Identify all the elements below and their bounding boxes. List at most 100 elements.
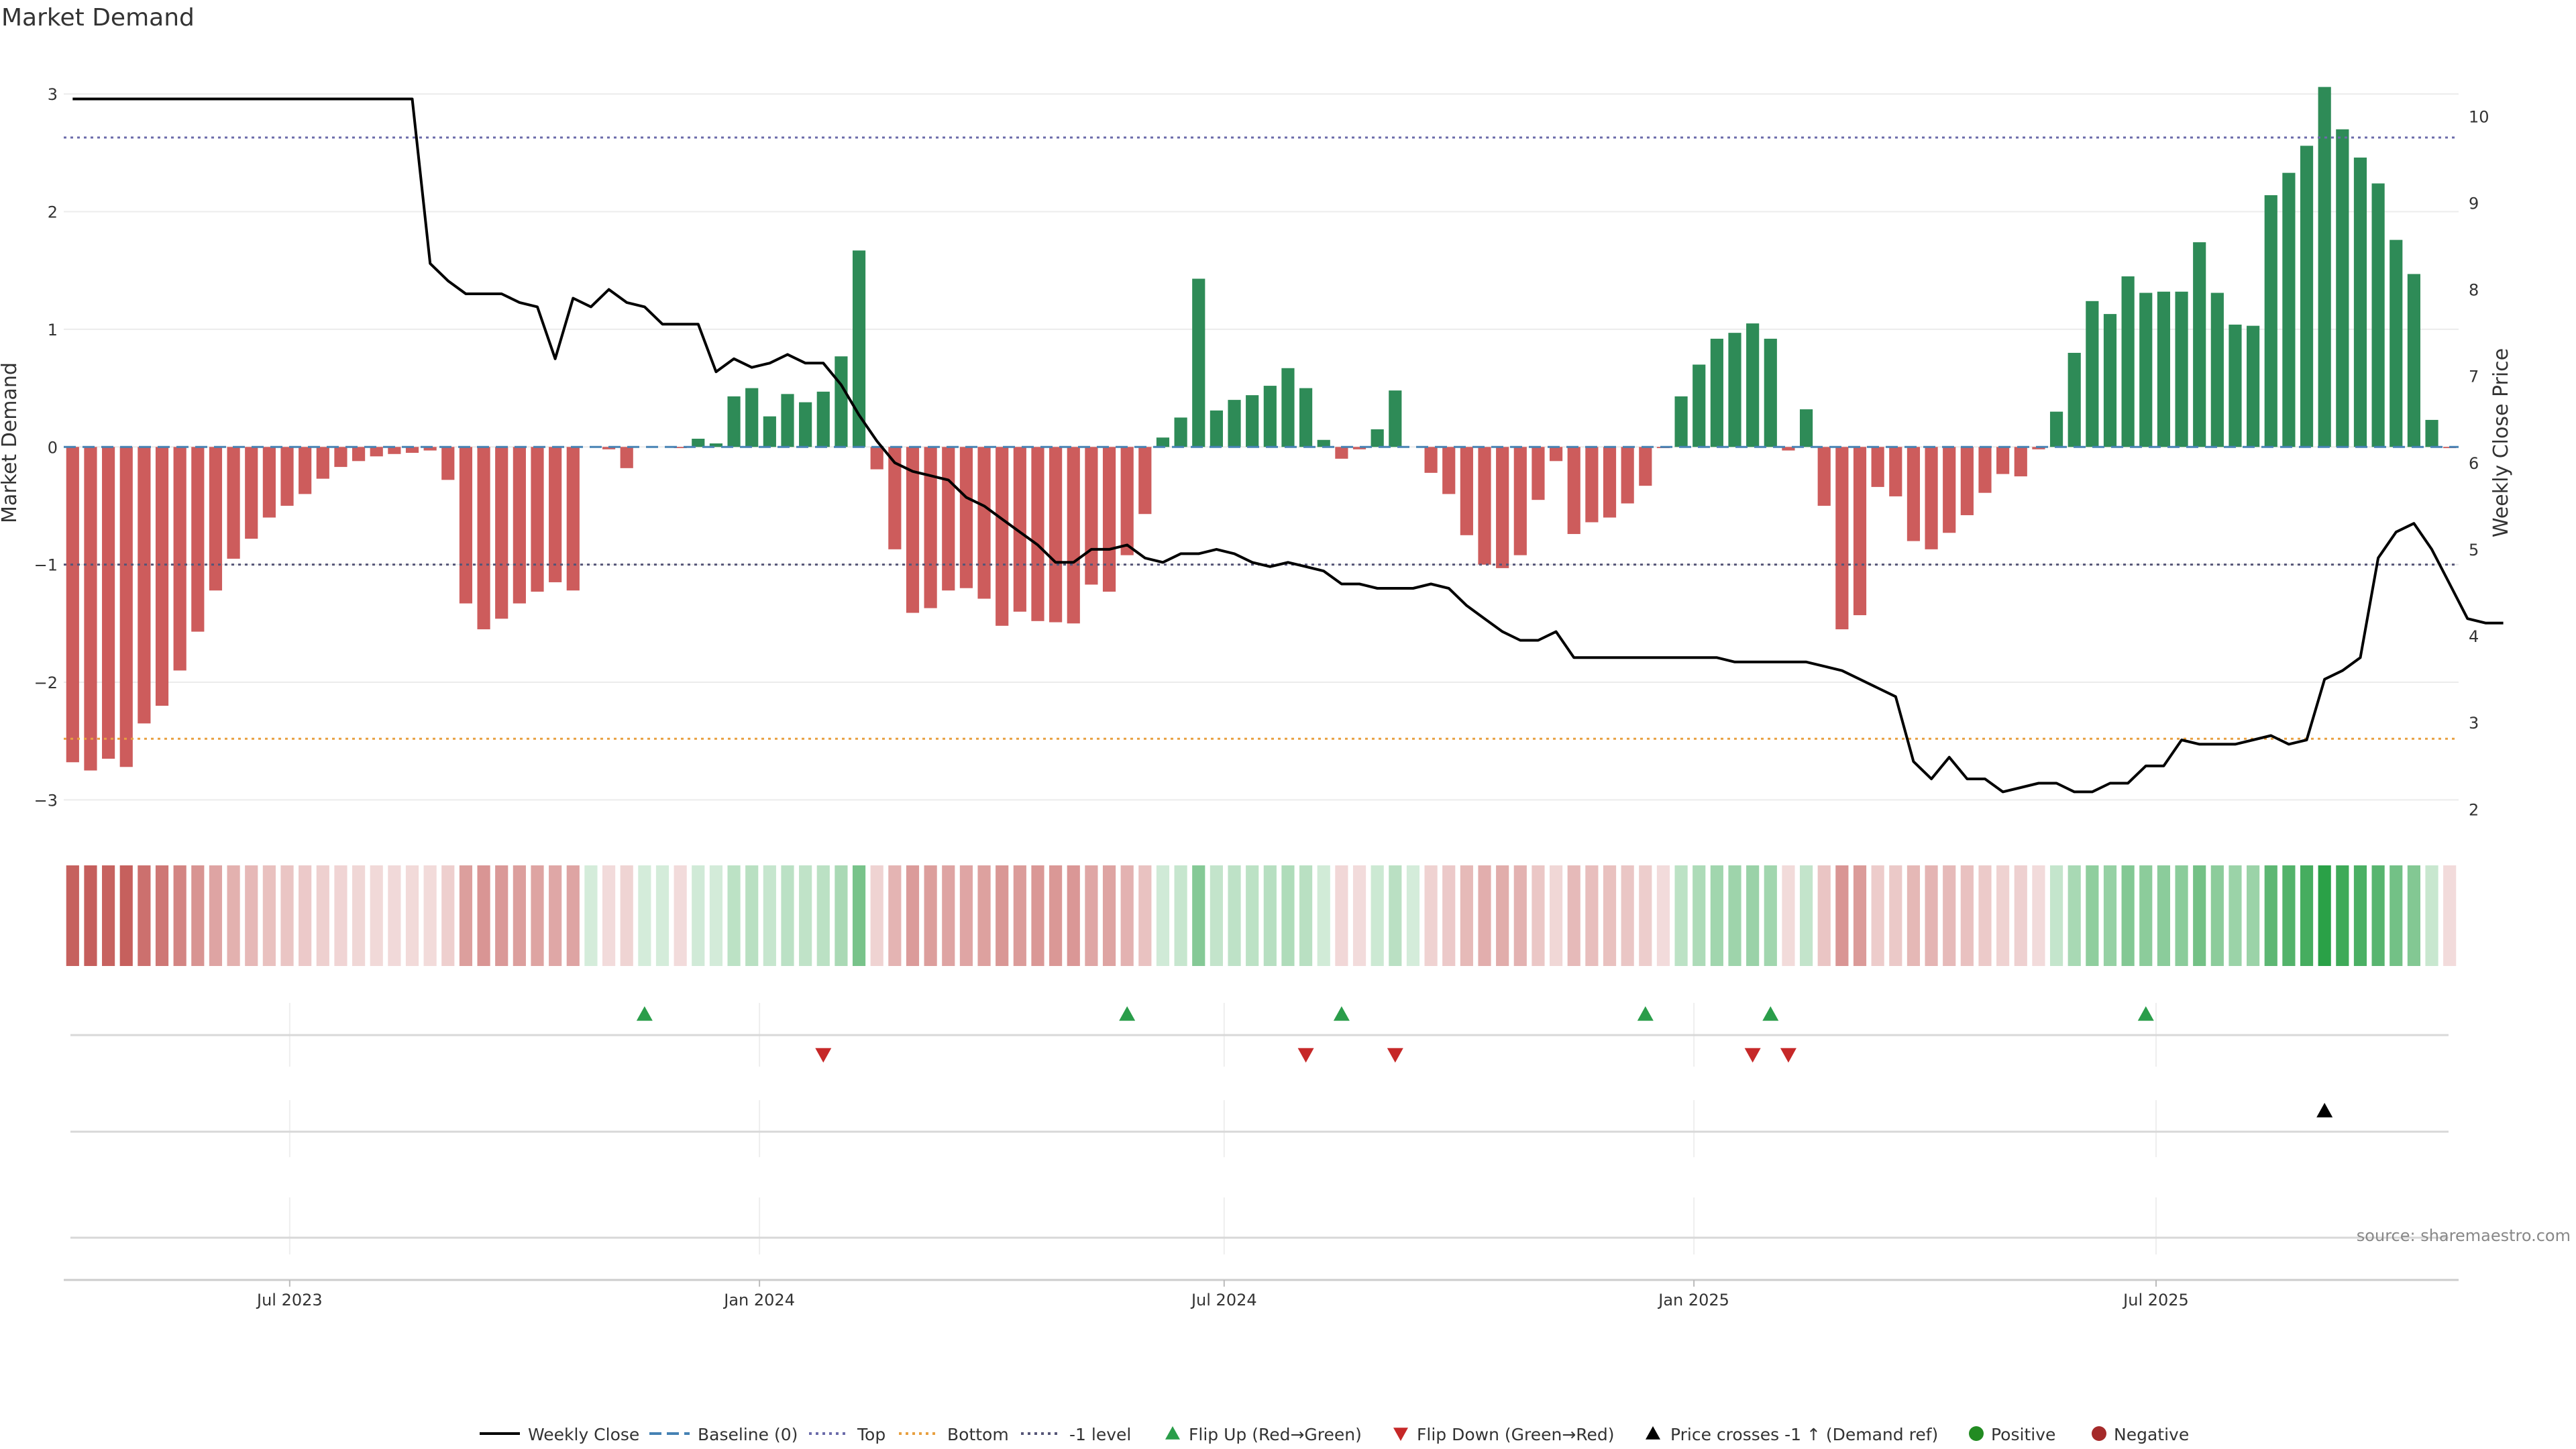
heat-cell <box>959 865 973 966</box>
heat-cell <box>1174 865 1187 966</box>
heat-cell <box>1513 865 1527 966</box>
heat-cell <box>2443 865 2457 966</box>
heat-cell <box>1067 865 1080 966</box>
heat-cell <box>245 865 258 966</box>
demand-bar <box>1389 390 1402 447</box>
demand-bar <box>1674 396 1688 447</box>
heat-cell <box>1031 865 1044 966</box>
heat-cell <box>1853 865 1867 966</box>
heat-cell <box>1102 865 1116 966</box>
demand-bar <box>2264 195 2277 447</box>
heat-cell <box>655 865 669 966</box>
legend-label: Weekly Close <box>528 1425 639 1444</box>
demand-bar <box>2282 172 2296 447</box>
flip-up-marker <box>1637 1006 1654 1021</box>
heat-cell <box>513 865 526 966</box>
demand-bar <box>727 396 741 447</box>
demand-bar <box>549 447 562 582</box>
demand-bar <box>620 447 633 468</box>
heat-cell <box>1746 865 1760 966</box>
y2-tick-label: 4 <box>2469 627 2479 646</box>
flip-down-marker <box>1744 1048 1761 1063</box>
demand-bar <box>1871 447 1884 487</box>
demand-bar <box>299 447 312 494</box>
heat-cell <box>2032 865 2045 966</box>
heat-cell <box>1228 865 1241 966</box>
heat-cell <box>209 865 223 966</box>
demand-bar <box>1496 447 1509 568</box>
demand-bar <box>1031 447 1044 621</box>
heat-cell <box>2121 865 2135 966</box>
x-tick-label: Jul 2023 <box>256 1291 323 1309</box>
heat-cell <box>1978 865 1992 966</box>
heat-cell <box>1460 865 1473 966</box>
heat-cell <box>996 865 1009 966</box>
demand-bar <box>2193 242 2206 447</box>
flip-down-marker <box>1387 1048 1403 1063</box>
demand-bar <box>1799 409 1813 447</box>
demand-bar <box>924 447 937 608</box>
bars-layer <box>66 87 2457 771</box>
demand-bar <box>2425 419 2438 447</box>
heat-cell <box>1299 865 1313 966</box>
x-tick-label: Jan 2024 <box>722 1291 795 1309</box>
y2-tick-label: 10 <box>2469 107 2489 126</box>
demand-bar <box>1817 447 1831 506</box>
x-tick-label: Jan 2025 <box>1657 1291 1729 1309</box>
heat-cell <box>1424 865 1438 966</box>
flip-up-marker <box>636 1006 653 1021</box>
flip-down-marker <box>1297 1048 1314 1063</box>
legend-label: Flip Down (Green→Red) <box>1417 1425 1615 1444</box>
heat-cell <box>2318 865 2331 966</box>
heat-cell <box>441 865 455 966</box>
legend-label: Top <box>857 1425 885 1444</box>
heat-cell <box>1049 865 1063 966</box>
heat-cell <box>388 865 401 966</box>
heat-cell <box>1263 865 1277 966</box>
y-tick-label: 1 <box>48 321 58 339</box>
legend-swatch-positive <box>1969 1426 1984 1441</box>
demand-bar <box>1174 417 1187 447</box>
heat-cell <box>1246 865 1259 966</box>
demand-bar <box>1013 447 1026 612</box>
heat-cell <box>405 865 419 966</box>
legend-label: -1 level <box>1069 1425 1131 1444</box>
demand-bar <box>1960 447 1974 515</box>
legend-label: Negative <box>2114 1425 2189 1444</box>
demand-bar <box>423 447 437 451</box>
demand-bar <box>1621 447 1634 504</box>
heat-cell <box>2139 865 2153 966</box>
heat-cell <box>942 865 955 966</box>
heat-cell <box>870 865 883 966</box>
heat-cell <box>2264 865 2277 966</box>
legend-swatch-flip-down <box>1393 1428 1408 1441</box>
heat-cell <box>1532 865 1545 966</box>
heat-cell <box>370 865 383 966</box>
heat-cell <box>709 865 723 966</box>
demand-bar <box>1156 437 1170 447</box>
demand-bar <box>2068 352 2081 447</box>
demand-bar <box>370 447 383 457</box>
heat-cell <box>2175 865 2188 966</box>
flip-up-marker <box>1119 1006 1136 1021</box>
heat-cell <box>1817 865 1831 966</box>
demand-bar <box>1210 410 1223 447</box>
heat-cell <box>1871 865 1884 966</box>
heat-cell <box>2103 865 2117 966</box>
heat-cell <box>566 865 580 966</box>
demand-bar <box>566 447 580 591</box>
heat-cell <box>1693 865 1706 966</box>
y-tick-label: −1 <box>34 556 58 575</box>
demand-bar <box>2353 157 2367 447</box>
demand-bar <box>1746 323 1760 447</box>
heat-cell <box>1674 865 1688 966</box>
heat-cell <box>531 865 544 966</box>
heat-cell <box>191 865 205 966</box>
heat-cell <box>227 865 240 966</box>
heat-cell <box>1621 865 1634 966</box>
y-axis-label: Market Demand <box>0 362 21 523</box>
demand-bar <box>280 447 294 506</box>
demand-bar <box>1281 368 1295 447</box>
